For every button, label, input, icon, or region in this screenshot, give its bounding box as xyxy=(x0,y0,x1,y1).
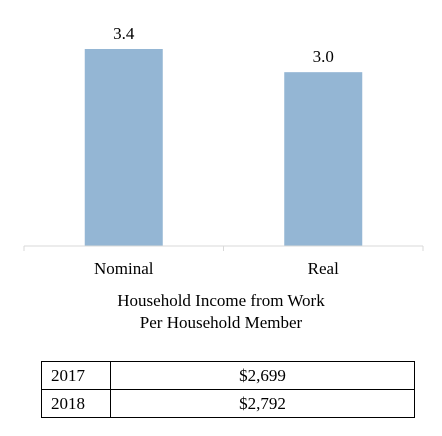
table-row: 2018 $2,792 xyxy=(41,389,415,418)
bar-chart: 3.4 Nominal 3.0 Real xyxy=(23,24,424,278)
chart-caption-line-1: Household Income from Work xyxy=(117,291,325,310)
bar-nominal xyxy=(84,49,163,246)
income-table: 2017 $2,699 2018 $2,792 xyxy=(41,361,415,418)
category-label: Nominal xyxy=(94,259,154,278)
bar-real xyxy=(284,72,363,246)
category-label: Real xyxy=(308,259,339,278)
chart-caption-line-2: Per Household Member xyxy=(139,313,303,332)
table-year-cell: 2017 xyxy=(41,361,111,390)
table-row: 2017 $2,699 xyxy=(41,361,415,390)
table-year-cell: 2018 xyxy=(41,389,111,418)
data-label: 3.4 xyxy=(113,24,135,43)
data-label: 3.0 xyxy=(313,47,334,66)
table-value-cell: $2,792 xyxy=(110,389,415,418)
table-value-cell: $2,699 xyxy=(110,361,415,390)
